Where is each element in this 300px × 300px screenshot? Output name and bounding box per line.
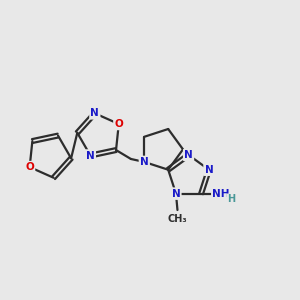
Text: O: O	[114, 119, 123, 129]
Text: N: N	[172, 189, 180, 199]
Text: N: N	[184, 150, 193, 160]
Text: NH: NH	[212, 189, 230, 199]
Text: N: N	[91, 108, 99, 118]
Text: H: H	[227, 194, 235, 204]
Text: N: N	[205, 165, 213, 175]
Text: N: N	[86, 151, 95, 160]
Text: N: N	[140, 157, 148, 167]
Text: O: O	[25, 162, 34, 172]
Text: CH₃: CH₃	[168, 214, 187, 224]
